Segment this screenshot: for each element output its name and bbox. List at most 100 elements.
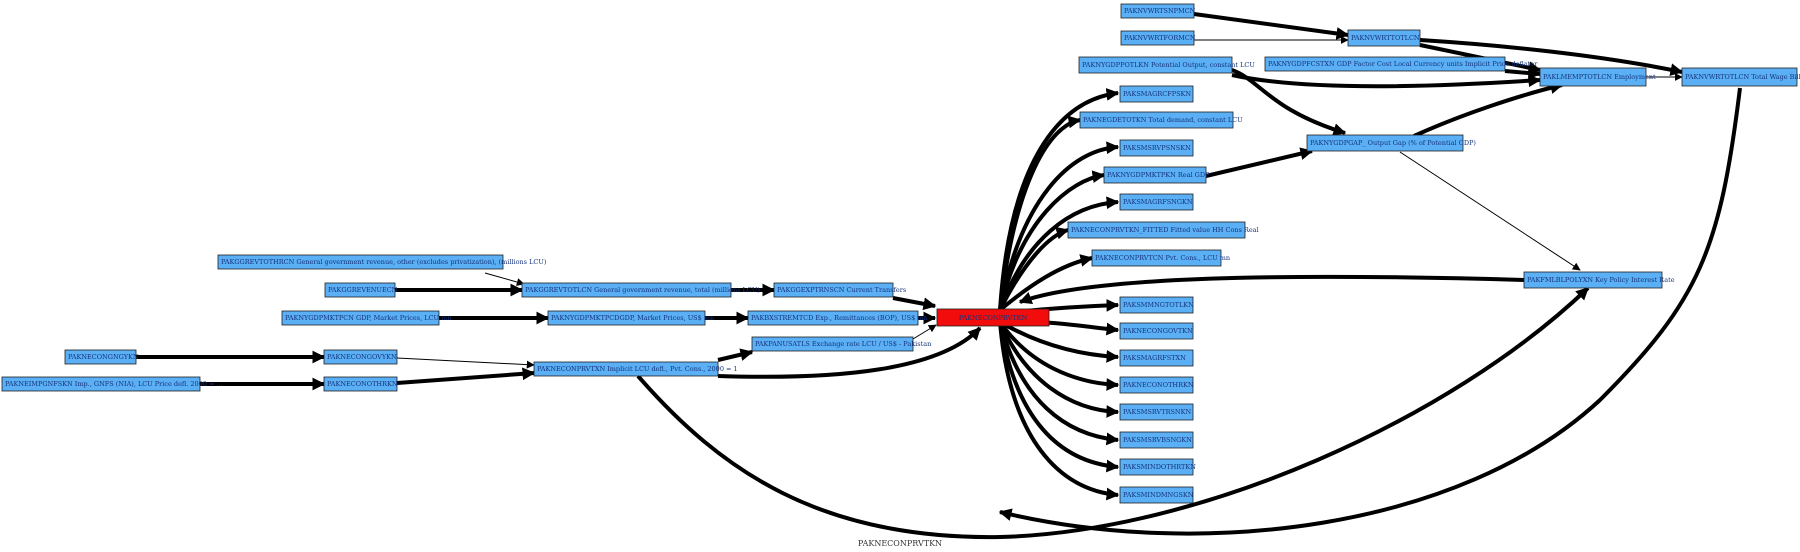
graph-node[interactable]: PAKPANUSATLS Exchange rate LCU / US$ - P… xyxy=(751,336,931,352)
graph-node[interactable]: PAKNYGDPPOTLKN Potential Output, constan… xyxy=(1078,56,1255,74)
graph-node[interactable]: PAKSMSRVBSNGKN xyxy=(1119,431,1194,449)
graph-node[interactable]: PAKNYGDPFCSTXN GDP Factor Cost Local Cur… xyxy=(1264,56,1538,72)
graph-node[interactable]: PAKNYGDPGAP_ Output Gap (% of Potential … xyxy=(1306,134,1476,152)
graph-node[interactable]: PAKLMEMPTOTLCN Employment xyxy=(1539,67,1656,87)
graph-node[interactable]: PAKSMINDOTHRTKN xyxy=(1119,458,1196,476)
nodes: PAKNEIMPGNFSKN Imp., GNFS (NIA), LCU Pri… xyxy=(1,3,1800,504)
graph-node[interactable]: PAKSMINDMNGSKN xyxy=(1119,486,1194,504)
node-label: PAKFMLBLPOLYXN Key Policy Interest Rate xyxy=(1527,276,1675,284)
graph-node[interactable]: PAKGGREVENUECN xyxy=(324,282,398,298)
graph-caption: PAKNECONPRVTKN xyxy=(858,539,942,548)
graph-node[interactable]: PAKNECONGOVTKN xyxy=(1119,322,1194,340)
graph-node[interactable]: PAKBXSTREMTCD Exp., Remittances (BOP), U… xyxy=(747,310,928,326)
edge xyxy=(717,348,754,362)
node-label: PAKSMMNGTOTLKN xyxy=(1123,301,1194,309)
edge xyxy=(396,357,535,369)
node-label: PAKGGEXPTRNSCN Current Transfers xyxy=(777,286,906,294)
edge xyxy=(1504,66,1542,80)
graph-node[interactable]: PAKNVWRTSNPMCN xyxy=(1120,3,1196,19)
edge xyxy=(1231,73,1542,89)
node-label: PAKNECONGOVYKN xyxy=(327,353,397,361)
edge xyxy=(998,320,1120,391)
edge xyxy=(998,321,1120,473)
node-label: PAKSMAGRCFPSKN xyxy=(1123,90,1191,98)
graph-node[interactable]: PAKNECONGOVYKN xyxy=(323,349,398,365)
node-label: PAKNECONPRVTKN xyxy=(959,314,1028,322)
graph-node[interactable]: PAKNVWRTFORMCN xyxy=(1120,30,1196,46)
edge xyxy=(1413,81,1564,138)
node-label: PAKNVWRTFORMCN xyxy=(1124,34,1196,42)
graph-node[interactable]: PAKNECONGNGYKN xyxy=(64,349,139,365)
edge xyxy=(998,321,1120,501)
graph-node[interactable]: PAKNECONPRVTKN_FITTED Fitted value HH Co… xyxy=(1067,221,1259,239)
node-label: PAKNECONOTHRKN xyxy=(327,380,398,388)
edge xyxy=(717,326,982,379)
node-label: PAKGGREVTOTHRCN General government reven… xyxy=(221,258,547,266)
graph-node[interactable]: PAKNECONOTHRKN xyxy=(323,376,398,392)
graph-node[interactable]: PAKGGREVTOTHRCN General government reven… xyxy=(217,254,547,270)
graph-node[interactable]: PAKSMSRVPSNSKN xyxy=(1119,139,1194,157)
edge xyxy=(396,367,536,385)
node-label: PAKSMAGRFSNGKN xyxy=(1123,198,1193,206)
edge xyxy=(1193,12,1350,40)
node-label: PAKNECONPRVTCN Pvt. Cons., LCU mn xyxy=(1095,254,1230,262)
node-label: PAKNECONPRVTXN Implicit LCU defl., Pvt. … xyxy=(537,365,738,373)
edge xyxy=(998,141,1120,311)
node-label: PAKNECONOTHRKN xyxy=(1123,381,1194,389)
edge xyxy=(998,254,1094,312)
edge xyxy=(998,88,1120,311)
graph-node[interactable]: PAKSMAGRFSTXN xyxy=(1119,349,1194,367)
node-label: PAKNVWRTOTLCN Total Wage Bill xyxy=(1685,73,1800,81)
focus-node[interactable]: PAKNECONPRVTKN xyxy=(936,308,1050,327)
graph-node[interactable]: PAKSMAGRFSNGKN xyxy=(1119,193,1194,211)
node-label: PAKGGREVTOTLCN General government revenu… xyxy=(525,286,760,294)
edge xyxy=(999,320,1120,363)
graph-node[interactable]: PAKGGREVTOTLCN General government revenu… xyxy=(521,282,760,298)
graph-node[interactable]: PAKSMAGRCFPSKN xyxy=(1119,85,1194,103)
edge xyxy=(1018,274,1525,304)
edge xyxy=(998,115,1082,311)
graph-node[interactable]: PAKNEGDETOTKN Total demand, constant LCU xyxy=(1079,111,1243,129)
edge xyxy=(1399,151,1581,271)
node-label: PAKNEGDETOTKN Total demand, constant LCU xyxy=(1083,116,1243,124)
graph-node[interactable]: PAKNVWRTTOTLCN xyxy=(1347,29,1421,47)
node-label: PAKBXSTREMTCD Exp., Remittances (BOP), U… xyxy=(751,314,928,322)
edge xyxy=(998,87,1742,536)
node-label: PAKSMSRVBSNGKN xyxy=(1123,436,1192,444)
node-label: PAKSMINDOTHRTKN xyxy=(1123,463,1196,471)
graph-node[interactable]: PAKNECONPRVTXN Implicit LCU defl., Pvt. … xyxy=(533,361,738,377)
graph-node[interactable]: PAKFMLBLPOLYXN Key Policy Interest Rate xyxy=(1523,271,1675,289)
edge xyxy=(1205,147,1314,178)
node-label: PAKNYGDPMKTPCDGDP, Market Prices, US$ mn xyxy=(551,314,714,322)
graph-node[interactable]: PAKSMMNGTOTLKN xyxy=(1119,296,1194,314)
node-label: PAKGGREVENUECN xyxy=(328,286,398,294)
node-label: PAKNVWRTTOTLCN xyxy=(1351,34,1420,42)
edge xyxy=(998,321,1120,446)
edge xyxy=(998,226,1070,311)
graph-node[interactable]: PAKNECONPRVTCN Pvt. Cons., LCU mn xyxy=(1091,249,1230,267)
graph-node[interactable]: PAKNVWRTOTLCN Total Wage Bill xyxy=(1681,67,1800,87)
edge xyxy=(892,296,937,311)
graph-node[interactable]: PAKNYGDPMKTPKN Real GDP xyxy=(1103,166,1210,184)
edges xyxy=(136,12,1742,540)
node-label: PAKLMEMPTOTLCN Employment xyxy=(1543,73,1656,81)
graph-node[interactable]: PAKNEIMPGNFSKN Imp., GNFS (NIA), LCU Pri… xyxy=(1,376,223,392)
node-label: PAKNYGDPGAP_ Output Gap (% of Potential … xyxy=(1310,139,1476,147)
node-label: PAKNVWRTSNPMCN xyxy=(1124,7,1196,15)
node-label: PAKNEIMPGNFSKN Imp., GNFS (NIA), LCU Pri… xyxy=(5,380,223,388)
edge xyxy=(998,321,1120,418)
node-label: PAKNECONGOVTKN xyxy=(1123,327,1193,335)
node-label: PAKNECONPRVTKN_FITTED Fitted value HH Co… xyxy=(1071,226,1259,234)
graph-node[interactable]: PAKGGEXPTRNSCN Current Transfers xyxy=(773,282,906,298)
graph-node[interactable]: PAKNECONOTHRKN xyxy=(1119,376,1194,394)
graph-node[interactable]: PAKSMSRVTRSNKN xyxy=(1119,403,1194,421)
edge xyxy=(1231,68,1347,136)
graph-node[interactable]: PAKNYGDPMKTPCDGDP, Market Prices, US$ mn xyxy=(547,310,714,326)
node-label: PAKSMSRVPSNSKN xyxy=(1123,144,1191,152)
graph-node[interactable]: PAKNYGDPMKTPCN GDP, Market Prices, LCU m… xyxy=(281,310,451,326)
edge xyxy=(912,324,937,340)
edge xyxy=(998,196,1120,311)
edge xyxy=(636,286,1590,540)
node-label: PAKSMSRVTRSNKN xyxy=(1123,408,1191,416)
